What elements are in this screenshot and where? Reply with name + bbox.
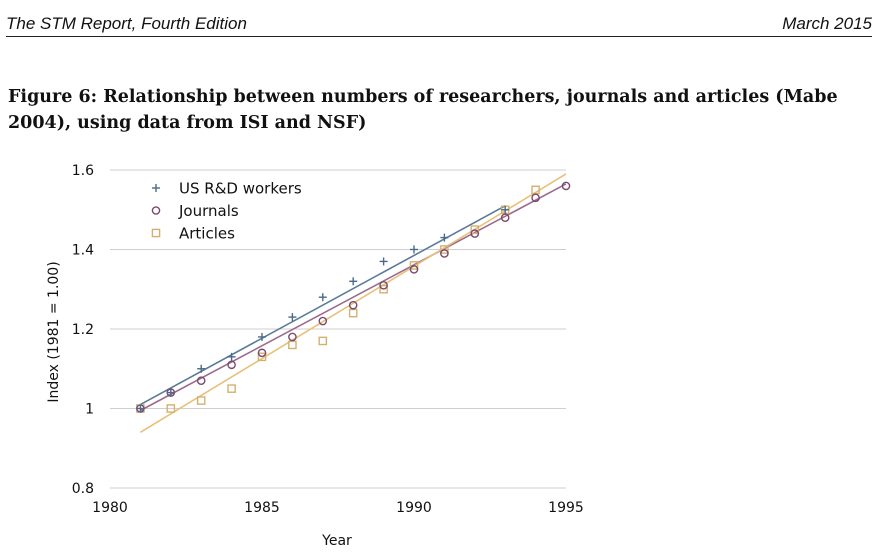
report-date: March 2015 — [782, 14, 872, 33]
data-point — [288, 340, 297, 350]
data-point — [409, 265, 419, 274]
data-point — [348, 300, 358, 310]
x-axis-label: Year — [321, 533, 352, 549]
trend-line — [139, 173, 567, 434]
data-point — [561, 181, 571, 191]
legend-marker — [152, 184, 160, 192]
legend-label: US R&D workers — [179, 180, 302, 198]
data-point — [470, 225, 480, 234]
x-tick-label: 1985 — [244, 500, 280, 516]
data-point — [197, 364, 206, 373]
y-tick-label: 1.4 — [72, 243, 94, 259]
legend: US R&D workers Journals Articles — [151, 180, 302, 243]
y-tick-label: 1 — [85, 402, 94, 418]
data-point — [166, 388, 175, 397]
figure-title: Figure 6: Relationship between numbers o… — [8, 87, 838, 133]
data-point — [196, 376, 206, 385]
data-point — [258, 332, 266, 341]
data-point — [227, 384, 236, 393]
report-header: The STM Report, Fourth Edition March 201… — [6, 10, 872, 37]
data-point — [501, 205, 510, 214]
data-point — [257, 352, 267, 362]
y-tick-label: 0.8 — [72, 481, 94, 497]
data-point — [409, 261, 419, 270]
legend-marker — [151, 206, 161, 215]
x-tick-label: 1980 — [92, 500, 128, 516]
legend-label: Articles — [179, 225, 235, 243]
data-point — [410, 245, 418, 254]
legend-label: Journals — [178, 202, 239, 220]
grid-lines — [110, 169, 566, 489]
trend-line — [140, 183, 567, 412]
data-point — [440, 233, 449, 242]
y-tick-label: 1.2 — [72, 322, 94, 338]
data-point — [227, 360, 236, 370]
data-point — [379, 284, 388, 294]
data-point — [379, 280, 388, 290]
x-tick-label: 1990 — [396, 500, 432, 516]
data-point — [470, 229, 480, 238]
data-point — [318, 293, 327, 302]
legend-marker — [151, 228, 161, 238]
data-point — [348, 308, 358, 318]
x-tick-label: 1995 — [548, 500, 584, 516]
data-point — [318, 316, 328, 326]
data-point — [288, 332, 297, 342]
y-axis-label: Index (1981 = 1.00) — [46, 261, 62, 402]
data-point — [288, 313, 297, 322]
data-point — [318, 336, 328, 346]
data-point — [257, 348, 267, 358]
data-point — [500, 213, 510, 222]
data-point — [136, 404, 145, 413]
data-point — [440, 249, 449, 258]
data-points — [136, 181, 571, 413]
axis-ticks: 0.8 1 1.2 1.4 1.6 1980 1985 1990 1995 — [72, 163, 584, 516]
data-point — [227, 352, 236, 361]
data-point — [440, 245, 449, 254]
data-point — [166, 404, 176, 413]
data-point — [379, 257, 388, 266]
report-title: The STM Report, Fourth Edition — [6, 14, 247, 33]
data-point — [531, 193, 540, 203]
data-point — [531, 185, 540, 195]
y-tick-label: 1.6 — [72, 163, 94, 179]
data-point — [349, 277, 358, 286]
data-point — [196, 396, 206, 405]
